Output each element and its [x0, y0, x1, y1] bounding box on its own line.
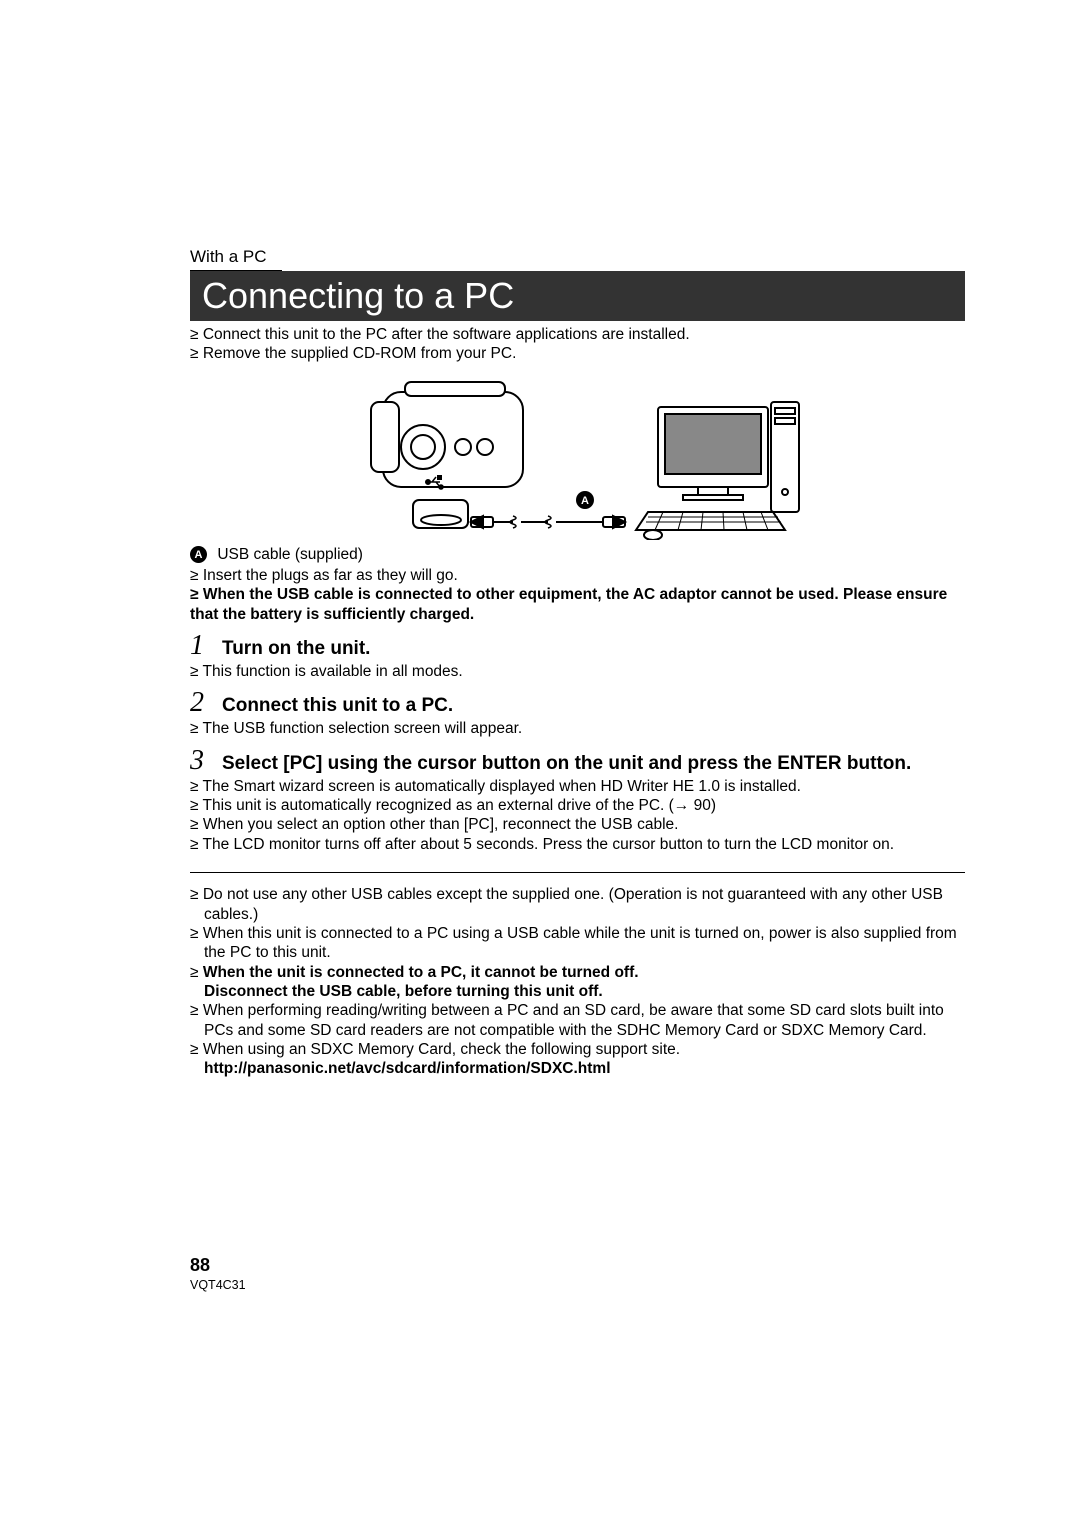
step-number: 1 — [190, 630, 210, 662]
step-2: 2 Connect this unit to a PC. — [190, 687, 965, 719]
warning-item: Do not use any other USB cables except t… — [190, 885, 965, 924]
step-note: The Smart wizard screen is automatically… — [190, 777, 965, 796]
preface-note: When the USB cable is connected to other… — [190, 585, 965, 624]
label-a-icon: A — [190, 546, 207, 563]
step-note: The USB function selection screen will a… — [190, 719, 965, 738]
svg-text:A: A — [581, 495, 589, 507]
preface-note: Insert the plugs as far as they will go. — [190, 566, 965, 585]
warning-bold-line: When the unit is connected to a PC, it c… — [203, 964, 639, 981]
step-title: Select [PC] using the cursor button on t… — [222, 753, 911, 775]
step-1: 1 Turn on the unit. — [190, 630, 965, 662]
doc-code: VQT4C31 — [190, 1278, 246, 1292]
preface-notes: Insert the plugs as far as they will go.… — [190, 566, 965, 624]
page-number: 88 — [190, 1255, 210, 1276]
step-2-notes: The USB function selection screen will a… — [190, 719, 965, 738]
step-number: 2 — [190, 687, 210, 719]
section-divider — [190, 872, 965, 873]
warnings-list: Do not use any other USB cables except t… — [190, 885, 965, 1059]
breadcrumb: With a PC — [190, 247, 282, 271]
page-title: Connecting to a PC — [190, 271, 965, 321]
warning-item: When using an SDXC Memory Card, check th… — [190, 1040, 965, 1059]
warning-item: When this unit is connected to a PC usin… — [190, 924, 965, 963]
intro-list: Connect this unit to the PC after the so… — [190, 325, 965, 364]
diagram-container: A — [190, 372, 965, 540]
step-note: This unit is automatically recognized as… — [190, 796, 965, 815]
step-title: Connect this unit to a PC. — [222, 695, 453, 717]
intro-item: Connect this unit to the PC after the so… — [190, 325, 965, 344]
step-note: The LCD monitor turns off after about 5 … — [190, 835, 965, 854]
step-number: 3 — [190, 745, 210, 777]
warning-item: When performing reading/writing between … — [190, 1001, 965, 1040]
label-a-text: USB cable (supplied) — [217, 546, 363, 563]
warning-bold-line: Disconnect the USB cable, before turning… — [204, 982, 603, 1001]
diagram-label-row: A USB cable (supplied) — [190, 546, 965, 564]
intro-item: Remove the supplied CD-ROM from your PC. — [190, 344, 965, 363]
step-3-notes: The Smart wizard screen is automatically… — [190, 777, 965, 855]
warning-item: When the unit is connected to a PC, it c… — [190, 963, 965, 1002]
step-note: When you select an option other than [PC… — [190, 815, 965, 834]
connection-diagram: A — [353, 372, 803, 540]
step-3: 3 Select [PC] using the cursor button on… — [190, 745, 965, 777]
step-title: Turn on the unit. — [222, 638, 370, 660]
step-1-notes: This function is available in all modes. — [190, 662, 965, 681]
support-link[interactable]: http://panasonic.net/avc/sdcard/informat… — [190, 1060, 965, 1078]
step-note: This function is available in all modes. — [190, 662, 965, 681]
